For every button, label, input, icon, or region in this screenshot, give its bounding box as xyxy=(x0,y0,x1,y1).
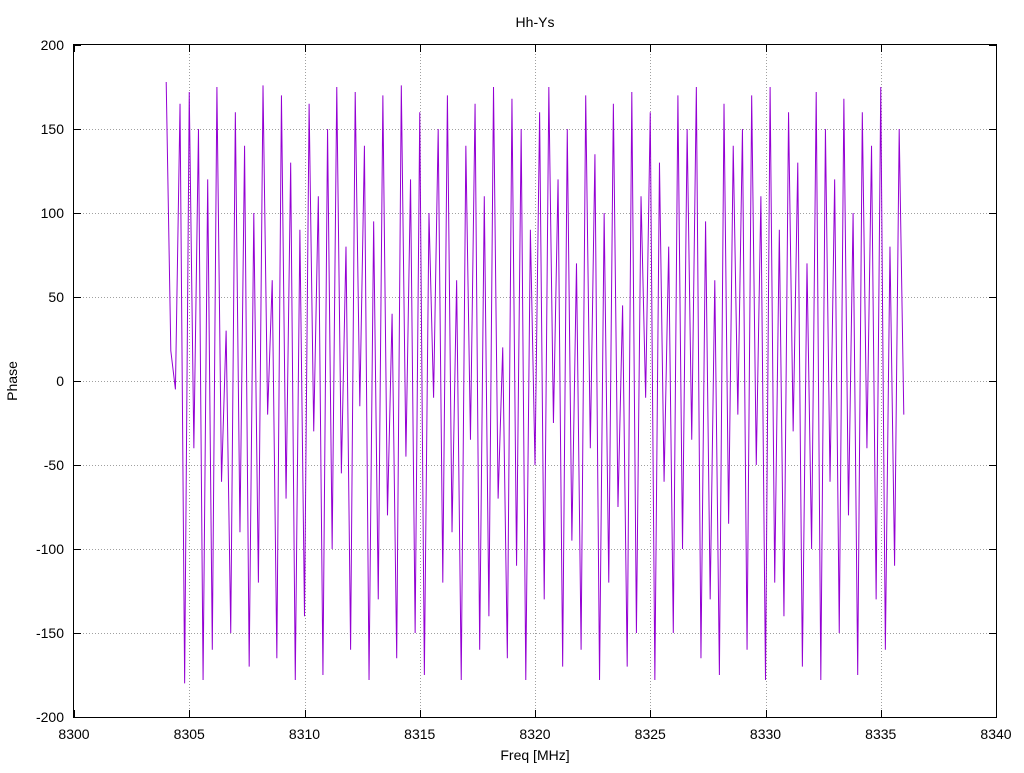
y-tick-label: 150 xyxy=(41,121,65,137)
x-axis-label: Freq [MHz] xyxy=(500,747,569,763)
x-tick-label: 8340 xyxy=(980,726,1011,742)
chart-title: Hh-Ys xyxy=(516,14,555,30)
x-tick-label: 8315 xyxy=(404,726,435,742)
x-tick-label: 8310 xyxy=(289,726,320,742)
y-tick-label: -50 xyxy=(44,457,64,473)
y-tick-label: 0 xyxy=(56,373,64,389)
x-tick-label: 8305 xyxy=(174,726,205,742)
y-tick-label: -100 xyxy=(36,541,64,557)
series-layer xyxy=(165,81,905,684)
phase-series-line xyxy=(165,81,905,684)
grid-lines xyxy=(74,45,996,717)
plot-frame xyxy=(73,44,997,718)
x-tick-label: 8300 xyxy=(58,726,89,742)
x-tick-labels: 8300 8305 8310 8315 8320 8325 8330 8335 8340 xyxy=(58,726,1011,742)
y-tick-label: -150 xyxy=(36,625,64,641)
y-axis-label: Phase xyxy=(4,361,20,401)
y-tick-label: 50 xyxy=(48,289,64,305)
axis-ticks xyxy=(74,45,997,718)
y-tick-label: 100 xyxy=(41,205,65,221)
x-tick-label: 8325 xyxy=(635,726,666,742)
x-tick-label: 8330 xyxy=(750,726,781,742)
y-tick-label: 200 xyxy=(41,37,65,53)
y-tick-label: -200 xyxy=(36,709,64,725)
y-tick-labels: -200 -150 -100 -50 0 50 100 150 200 xyxy=(36,37,64,725)
x-tick-label: 8320 xyxy=(519,726,550,742)
x-tick-label: 8335 xyxy=(865,726,896,742)
